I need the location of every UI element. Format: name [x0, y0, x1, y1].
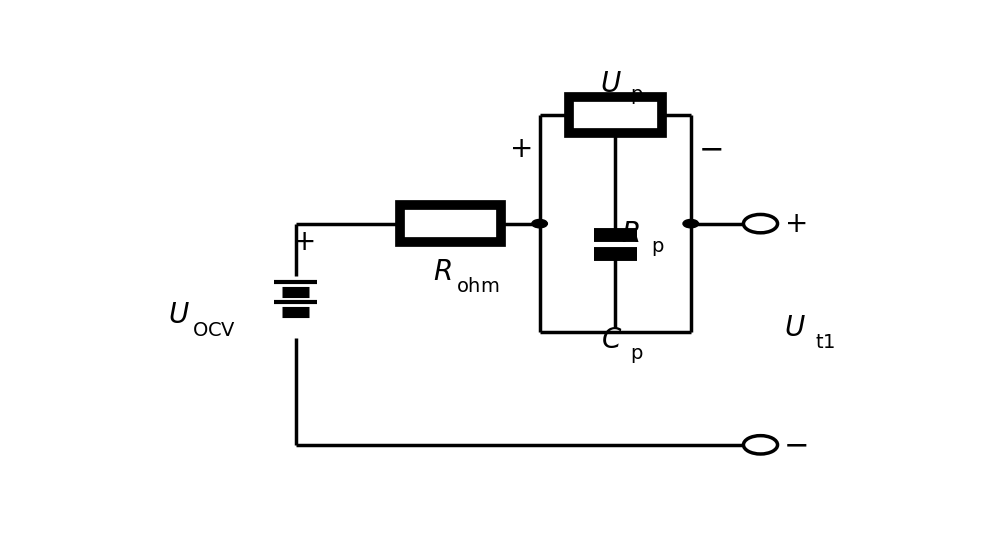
- Text: $\mathrm{p}$: $\mathrm{p}$: [630, 87, 644, 106]
- Text: $U$: $U$: [600, 70, 622, 98]
- Bar: [569, 98, 662, 133]
- Text: $\mathrm{p}$: $\mathrm{p}$: [630, 346, 644, 365]
- Text: $\mathrm{OCV}$: $\mathrm{OCV}$: [192, 320, 237, 339]
- Text: $U$: $U$: [168, 301, 189, 330]
- Text: $\mathrm{t1}$: $\mathrm{t1}$: [815, 333, 835, 352]
- Circle shape: [743, 215, 778, 233]
- Circle shape: [743, 436, 778, 454]
- Bar: [400, 205, 501, 242]
- Circle shape: [532, 220, 547, 228]
- Text: $+$: $+$: [509, 134, 531, 163]
- Circle shape: [683, 220, 698, 228]
- Text: $-$: $-$: [783, 430, 808, 459]
- Text: $\mathrm{ohm}$: $\mathrm{ohm}$: [456, 277, 499, 296]
- Text: $+$: $+$: [784, 210, 807, 237]
- Text: $U$: $U$: [784, 314, 806, 342]
- Text: $+$: $+$: [292, 228, 314, 256]
- Text: $-$: $-$: [698, 134, 722, 163]
- Text: $C$: $C$: [601, 326, 622, 354]
- Text: $\mathrm{p}$: $\mathrm{p}$: [651, 239, 664, 258]
- Text: $R$: $R$: [433, 257, 452, 286]
- Text: $R$: $R$: [621, 220, 640, 248]
